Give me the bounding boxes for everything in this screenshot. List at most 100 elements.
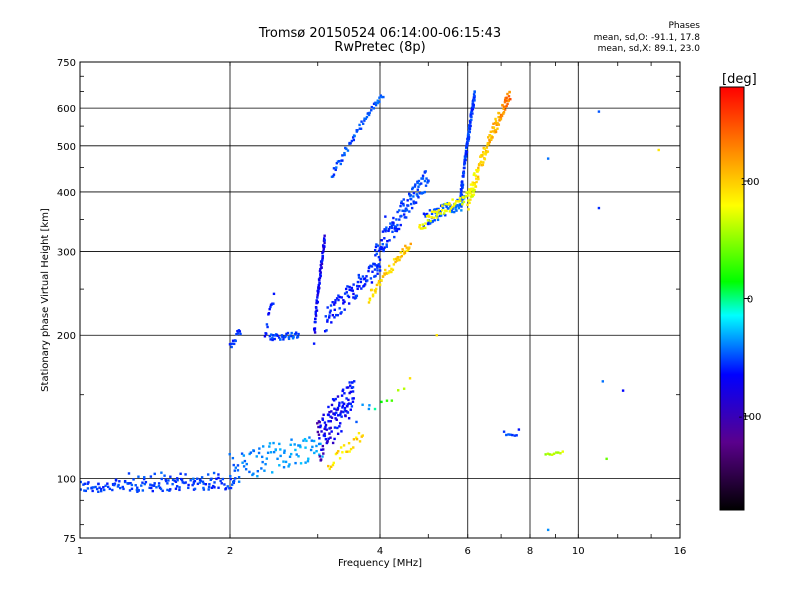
- echo-point: [546, 452, 550, 455]
- echo-point: [463, 166, 466, 170]
- echo-point: [481, 153, 484, 157]
- echo-point: [374, 274, 377, 278]
- echo-point: [367, 407, 371, 411]
- echo-point: [399, 256, 402, 259]
- echo-point: [339, 446, 343, 449]
- echo-point: [347, 386, 350, 389]
- echo-point: [473, 182, 477, 186]
- echo-point: [208, 483, 211, 486]
- echo-point: [374, 289, 377, 292]
- echo-point: [407, 249, 410, 252]
- echo-point: [82, 483, 85, 486]
- echo-point: [171, 478, 175, 482]
- echo-point: [282, 460, 285, 463]
- echo-point: [430, 210, 434, 213]
- echo-point: [502, 112, 505, 115]
- echo-point: [453, 210, 456, 214]
- echo-point: [352, 292, 355, 296]
- echo-point: [421, 174, 425, 177]
- echo-point: [403, 251, 407, 255]
- echo-point: [421, 223, 424, 226]
- echo-point: [462, 196, 465, 199]
- echo-point: [271, 471, 274, 474]
- echo-point: [282, 466, 286, 469]
- echo-point: [305, 439, 308, 443]
- echo-point: [375, 287, 378, 291]
- echo-point: [330, 175, 334, 179]
- echo-point: [412, 195, 415, 198]
- echo-point: [338, 404, 341, 407]
- echo-point: [378, 283, 382, 286]
- echo-point: [335, 451, 339, 455]
- echo-point: [117, 483, 120, 487]
- echo-point: [405, 249, 408, 253]
- echo-point: [448, 203, 451, 206]
- echo-points: [79, 90, 660, 532]
- y-axis-label: Stationary phase Virtual Height [km]: [40, 208, 51, 392]
- echo-point: [288, 455, 292, 458]
- echo-point: [485, 150, 488, 154]
- echo-point: [342, 410, 345, 414]
- echo-point: [340, 394, 344, 397]
- echo-point: [489, 130, 492, 134]
- echo-point: [289, 443, 292, 446]
- echo-point: [310, 439, 314, 442]
- echo-point: [265, 323, 269, 326]
- echo-point: [406, 199, 409, 202]
- echo-point: [174, 480, 178, 483]
- echo-point: [318, 269, 322, 273]
- echo-point: [410, 206, 414, 210]
- echo-point: [231, 342, 234, 345]
- echo-point: [255, 455, 258, 458]
- echo-point: [333, 426, 337, 429]
- echo-point: [276, 457, 279, 461]
- echo-point: [477, 177, 480, 181]
- echo-point: [358, 127, 362, 130]
- echo-point: [437, 209, 440, 212]
- echo-point: [440, 209, 444, 212]
- echo-point: [333, 316, 336, 319]
- echo-point: [351, 390, 355, 393]
- echo-point: [330, 430, 333, 433]
- echo-point: [322, 248, 325, 251]
- echo-point: [509, 433, 512, 436]
- echo-point: [319, 271, 322, 274]
- echo-point: [273, 337, 276, 341]
- echo-point: [330, 416, 334, 419]
- echo-point: [97, 482, 100, 486]
- echo-point: [235, 333, 238, 336]
- echo-point: [321, 444, 325, 448]
- echo-point: [473, 97, 476, 101]
- echo-point: [184, 473, 187, 476]
- echo-point: [421, 191, 425, 195]
- echo-point: [467, 137, 471, 141]
- echo-point: [421, 177, 425, 180]
- echo-point: [331, 301, 334, 304]
- echo-point: [267, 312, 271, 315]
- echo-point: [380, 278, 383, 282]
- echo-point: [327, 437, 330, 440]
- echo-point: [418, 183, 421, 186]
- echo-point: [408, 210, 411, 213]
- echo-point: [122, 487, 125, 491]
- echo-point: [102, 486, 105, 489]
- echo-point: [311, 445, 314, 449]
- echo-point: [467, 133, 470, 137]
- echo-point: [331, 313, 335, 317]
- echo-point: [316, 430, 320, 434]
- echo-point: [244, 468, 248, 471]
- echo-point: [363, 117, 366, 120]
- echo-point: [338, 457, 342, 460]
- echo-point: [343, 292, 347, 295]
- echo-point: [261, 460, 264, 464]
- echo-point: [497, 112, 501, 115]
- echo-point: [425, 215, 429, 218]
- echo-point: [461, 203, 464, 206]
- echo-point: [325, 428, 328, 431]
- echo-point: [423, 179, 427, 183]
- echo-point: [212, 471, 216, 475]
- echo-point: [456, 198, 459, 202]
- y-tick-label: 400: [57, 188, 76, 199]
- echo-point: [136, 490, 139, 493]
- echo-point: [373, 407, 377, 411]
